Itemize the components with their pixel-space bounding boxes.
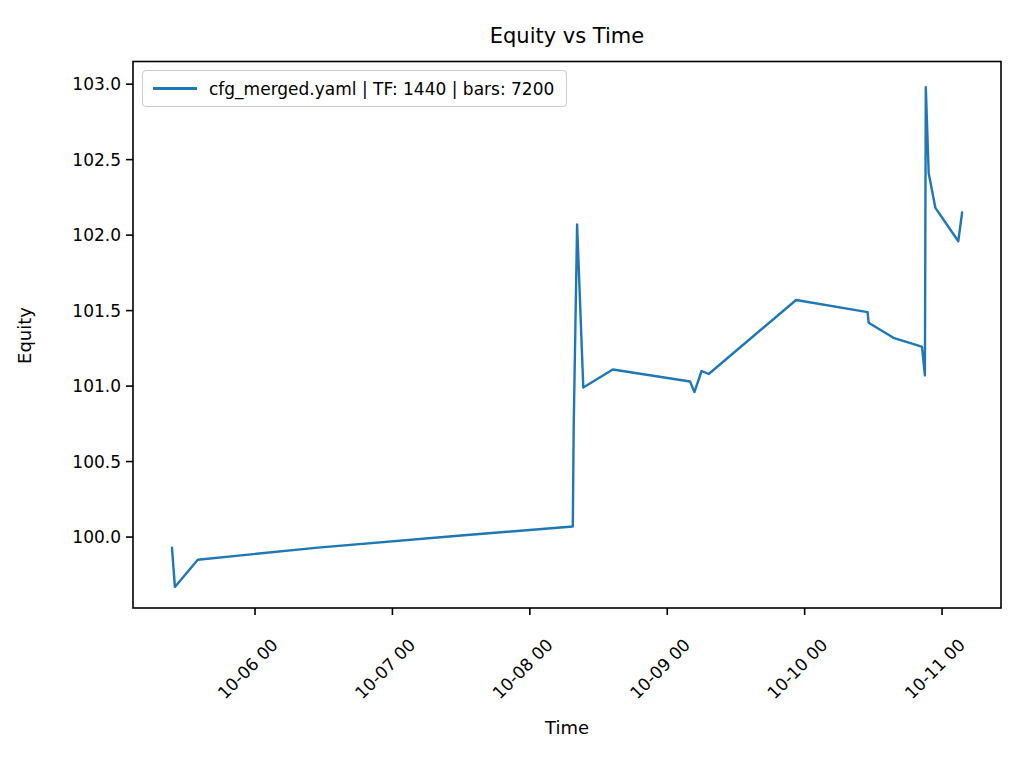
x-tick-label: 10-08 00 xyxy=(488,635,556,703)
x-axis-label: Time xyxy=(133,717,1001,738)
legend-label: cfg_merged.yaml | TF: 1440 | bars: 7200 xyxy=(209,79,554,99)
y-tick-label: 102.0 xyxy=(72,225,121,245)
legend: cfg_merged.yaml | TF: 1440 | bars: 7200 xyxy=(142,70,567,107)
y-tick-label: 102.5 xyxy=(72,150,121,170)
x-tick-label: 10-06 00 xyxy=(214,635,282,703)
x-tick-label: 10-09 00 xyxy=(626,635,694,703)
x-tick-label: 10-07 00 xyxy=(351,635,419,703)
y-tick-label: 101.5 xyxy=(72,301,121,321)
figure-canvas: Equity vs Time 100.0 100.5 101.0 101.5 102.0… xyxy=(0,0,1024,768)
plot-area: 100.0 100.5 101.0 101.5 102.0 102.5 103.0 10-06… xyxy=(0,0,1024,768)
y-axis-label: Equity xyxy=(14,256,35,416)
y-tick-label: 101.0 xyxy=(72,376,121,396)
chart-title: Equity vs Time xyxy=(133,24,1001,48)
y-tick-label: 100.5 xyxy=(72,452,121,472)
y-tick-label: 100.0 xyxy=(72,527,121,547)
x-tick-label: 10-11 00 xyxy=(901,635,969,703)
legend-line-icon xyxy=(153,87,197,90)
y-tick-label: 103.0 xyxy=(72,74,121,94)
x-tick-label: 10-10 00 xyxy=(763,635,831,703)
equity-line xyxy=(172,87,962,587)
